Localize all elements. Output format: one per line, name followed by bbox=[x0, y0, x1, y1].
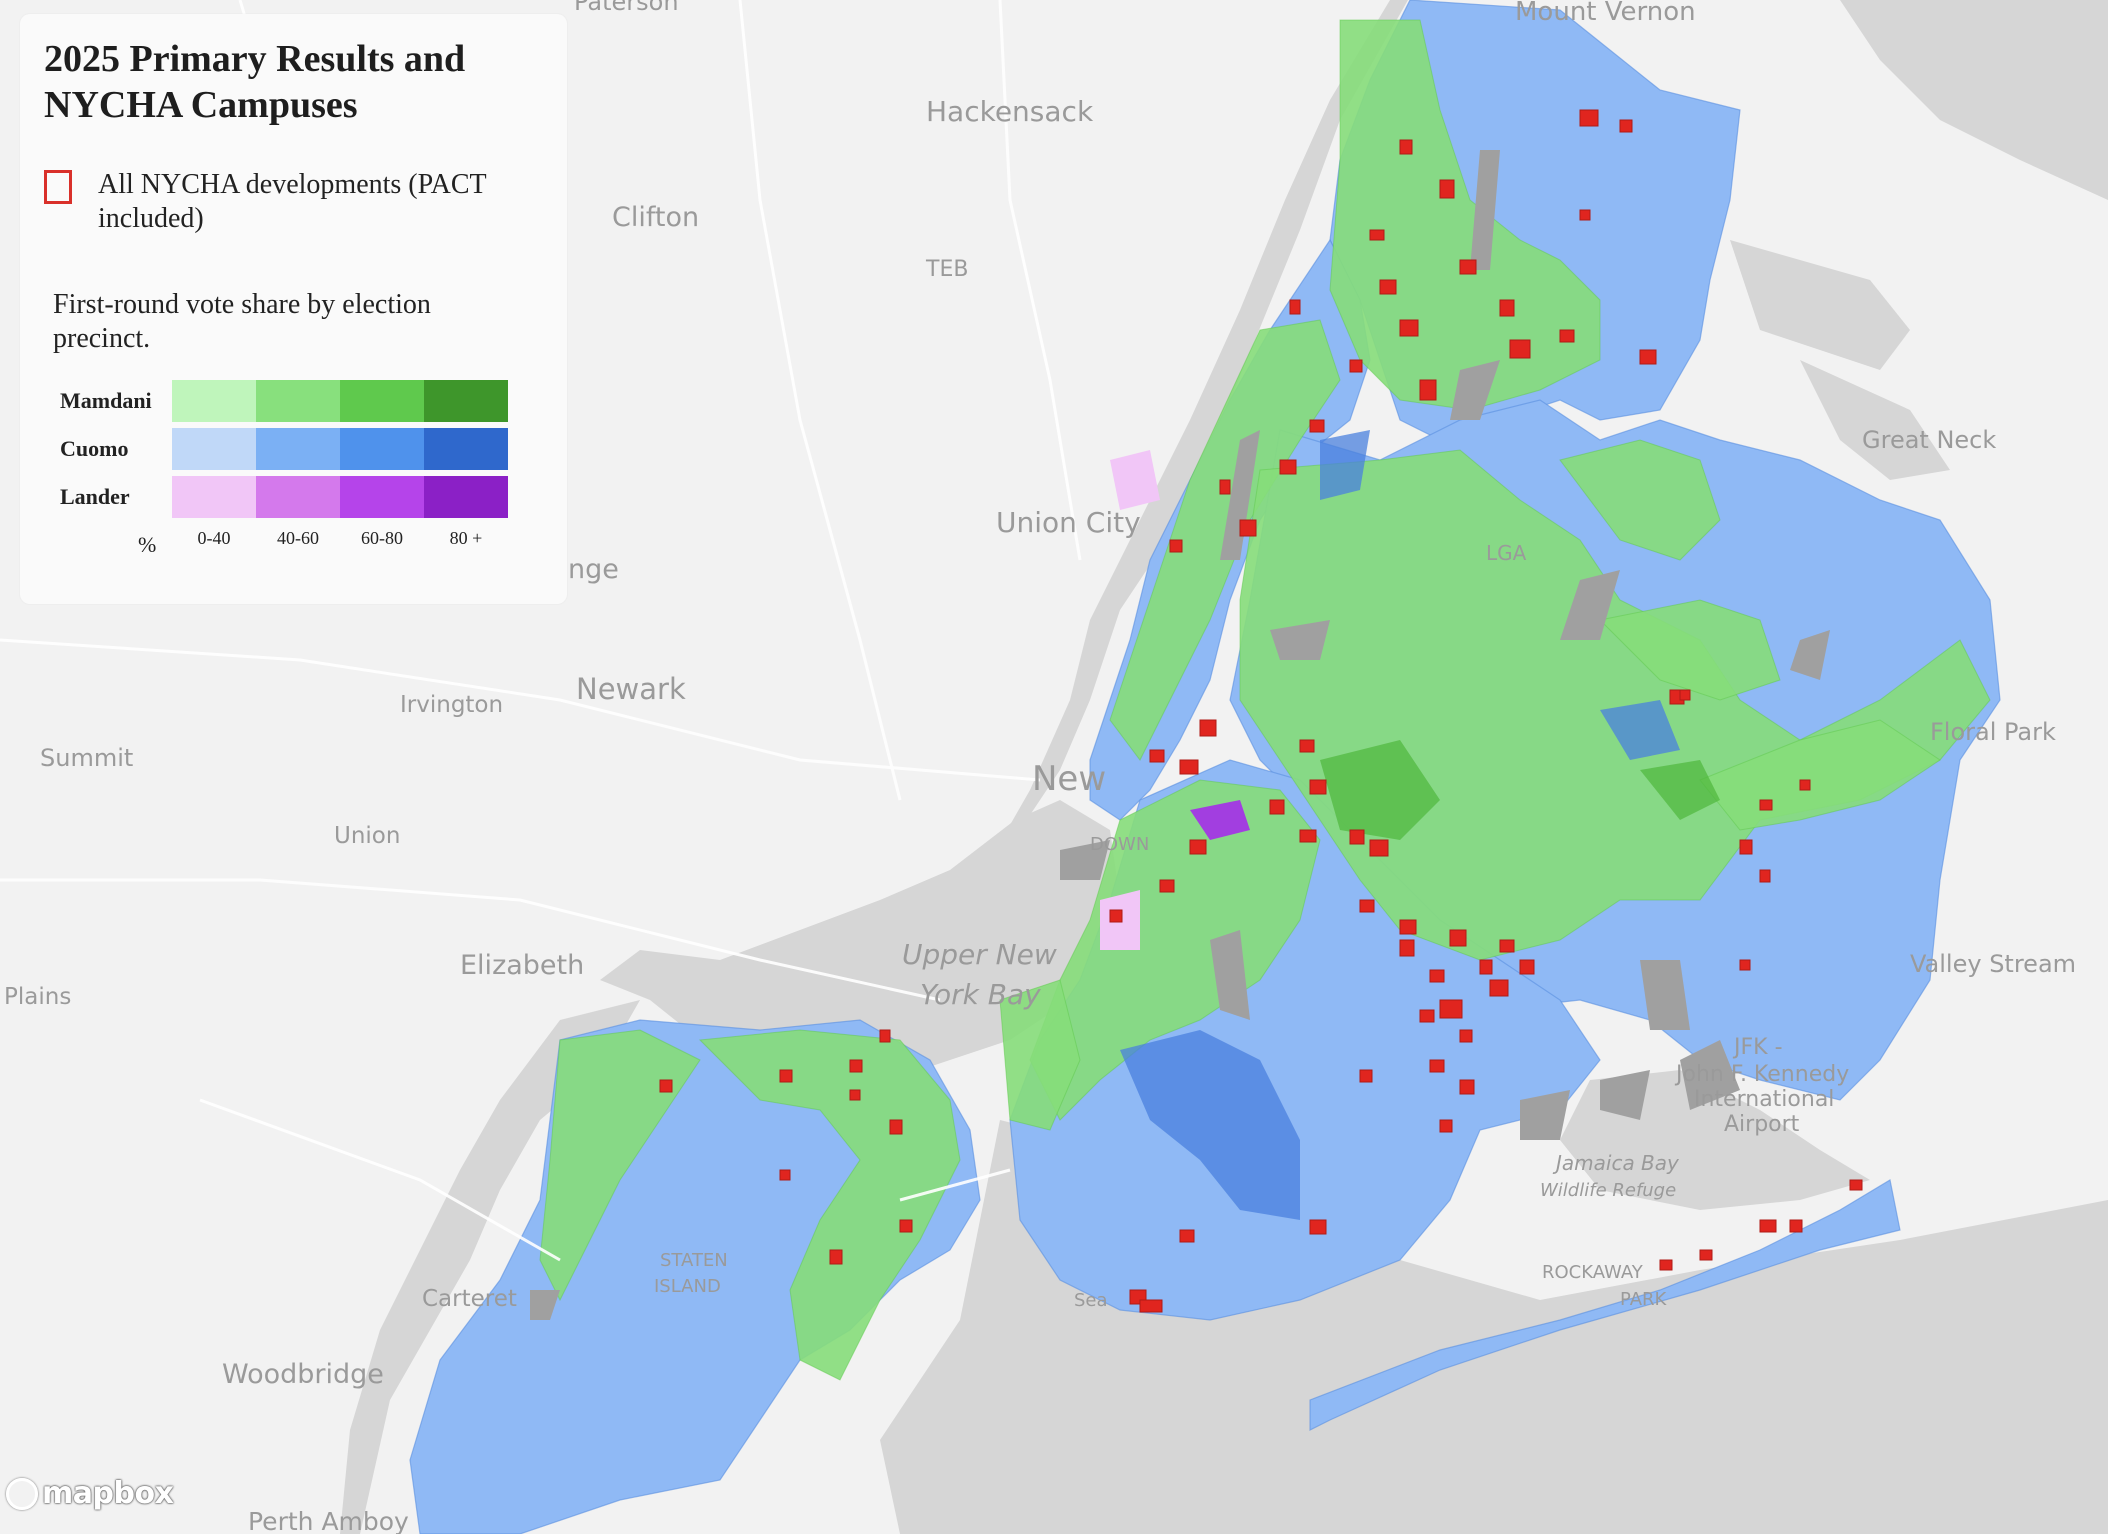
svg-text:STATEN: STATEN bbox=[660, 1250, 728, 1271]
svg-text:Union: Union bbox=[334, 823, 400, 849]
legend-swatch-cuomo-2 bbox=[340, 428, 424, 470]
svg-text:Floral Park: Floral Park bbox=[1930, 718, 2056, 746]
legend-panel: 2025 Primary Results and NYCHA Campuses … bbox=[20, 14, 567, 604]
legend-swatch-mamdani-2 bbox=[340, 380, 424, 422]
svg-text:International: International bbox=[1694, 1087, 1834, 1112]
legend-unit-label: % bbox=[138, 532, 157, 557]
mamdani-strong bbox=[1320, 740, 1720, 840]
mapbox-wordmark: mapbox bbox=[42, 1476, 174, 1511]
svg-text:JFK -: JFK - bbox=[1732, 1035, 1783, 1060]
svg-text:nge: nge bbox=[568, 554, 619, 585]
cuomo-strong bbox=[1120, 430, 1680, 1220]
svg-text:Jamaica Bay: Jamaica Bay bbox=[1552, 1151, 1680, 1175]
svg-text:TEB: TEB bbox=[925, 257, 968, 282]
legend-bin-label: 80 + bbox=[449, 528, 483, 548]
svg-text:Clifton: Clifton bbox=[612, 202, 699, 233]
svg-text:ISLAND: ISLAND bbox=[654, 1276, 721, 1297]
svg-text:LGA: LGA bbox=[1486, 541, 1527, 565]
svg-text:John F. Kennedy: John F. Kennedy bbox=[1674, 1062, 1849, 1087]
legend-swatch-mamdani-1 bbox=[256, 380, 340, 422]
legend-row-label-cuomo: Cuomo bbox=[60, 436, 129, 461]
parks bbox=[530, 150, 1830, 1320]
legend-swatch-cuomo-1 bbox=[256, 428, 340, 470]
svg-text:ROCKAWAY: ROCKAWAY bbox=[1542, 1262, 1644, 1283]
legend-note: First-round vote share by election preci… bbox=[53, 289, 431, 354]
svg-text:Great Neck: Great Neck bbox=[1862, 426, 1996, 454]
svg-text:Union City: Union City bbox=[996, 506, 1141, 539]
mamdani-precincts[interactable] bbox=[539, 19, 1991, 1381]
mapbox-logo[interactable]: mapbox bbox=[6, 1476, 174, 1511]
legend-row-label-mamdani: Mamdani bbox=[60, 388, 152, 413]
svg-text:Wildlife Refuge: Wildlife Refuge bbox=[1540, 1180, 1676, 1201]
svg-text:Upper New: Upper New bbox=[902, 938, 1057, 971]
svg-text:Sea: Sea bbox=[1074, 1290, 1108, 1311]
svg-text:Woodbridge: Woodbridge bbox=[222, 1359, 384, 1390]
legend-row-label-lander: Lander bbox=[60, 484, 130, 509]
svg-text:Valley Stream: Valley Stream bbox=[1910, 950, 2076, 978]
svg-text:PARK: PARK bbox=[1620, 1289, 1668, 1310]
svg-text:Carteret: Carteret bbox=[422, 1286, 517, 1312]
legend-swatch-lander-2 bbox=[340, 476, 424, 518]
svg-text:Mount Vernon: Mount Vernon bbox=[1515, 0, 1696, 27]
svg-text:Paterson: Paterson bbox=[574, 0, 679, 16]
svg-text:Hackensack: Hackensack bbox=[926, 95, 1094, 128]
legend-bin-label: 60-80 bbox=[361, 528, 403, 548]
place-labels: Paterson Mount Vernon Hackensack Clifton… bbox=[4, 0, 2076, 1534]
svg-text:York Bay: York Bay bbox=[920, 978, 1041, 1011]
svg-text:Airport: Airport bbox=[1724, 1112, 1800, 1137]
svg-text:Elizabeth: Elizabeth bbox=[460, 950, 584, 981]
svg-text:DOWN: DOWN bbox=[1090, 834, 1149, 855]
svg-text:Irvington: Irvington bbox=[400, 692, 503, 718]
legend-bin-label: 40-60 bbox=[277, 528, 319, 548]
legend-swatch-lander-3 bbox=[424, 476, 508, 518]
svg-text:Newark: Newark bbox=[576, 672, 686, 706]
legend-swatch-mamdani-0 bbox=[172, 380, 256, 422]
legend-swatch-cuomo-3 bbox=[424, 428, 508, 470]
nycha-legend-label: All NYCHA developments (PACT included) bbox=[98, 169, 487, 234]
nycha-outline-swatch bbox=[44, 170, 72, 204]
legend-swatch-cuomo-0 bbox=[172, 428, 256, 470]
svg-text:Summit: Summit bbox=[40, 744, 133, 772]
legend-bin-label: 0-40 bbox=[197, 528, 231, 548]
mapbox-mark-icon bbox=[6, 1477, 38, 1510]
legend-title: 2025 Primary Results and NYCHA Campuses bbox=[44, 38, 466, 126]
svg-text:Perth Amboy: Perth Amboy bbox=[248, 1507, 409, 1534]
svg-text:Plains: Plains bbox=[4, 984, 71, 1010]
svg-text:New: New bbox=[1032, 759, 1106, 799]
legend-swatch-lander-1 bbox=[256, 476, 340, 518]
legend-swatch-lander-0 bbox=[172, 476, 256, 518]
nycha-developments[interactable] bbox=[659, 109, 1863, 1313]
legend-swatch-mamdani-3 bbox=[424, 380, 508, 422]
